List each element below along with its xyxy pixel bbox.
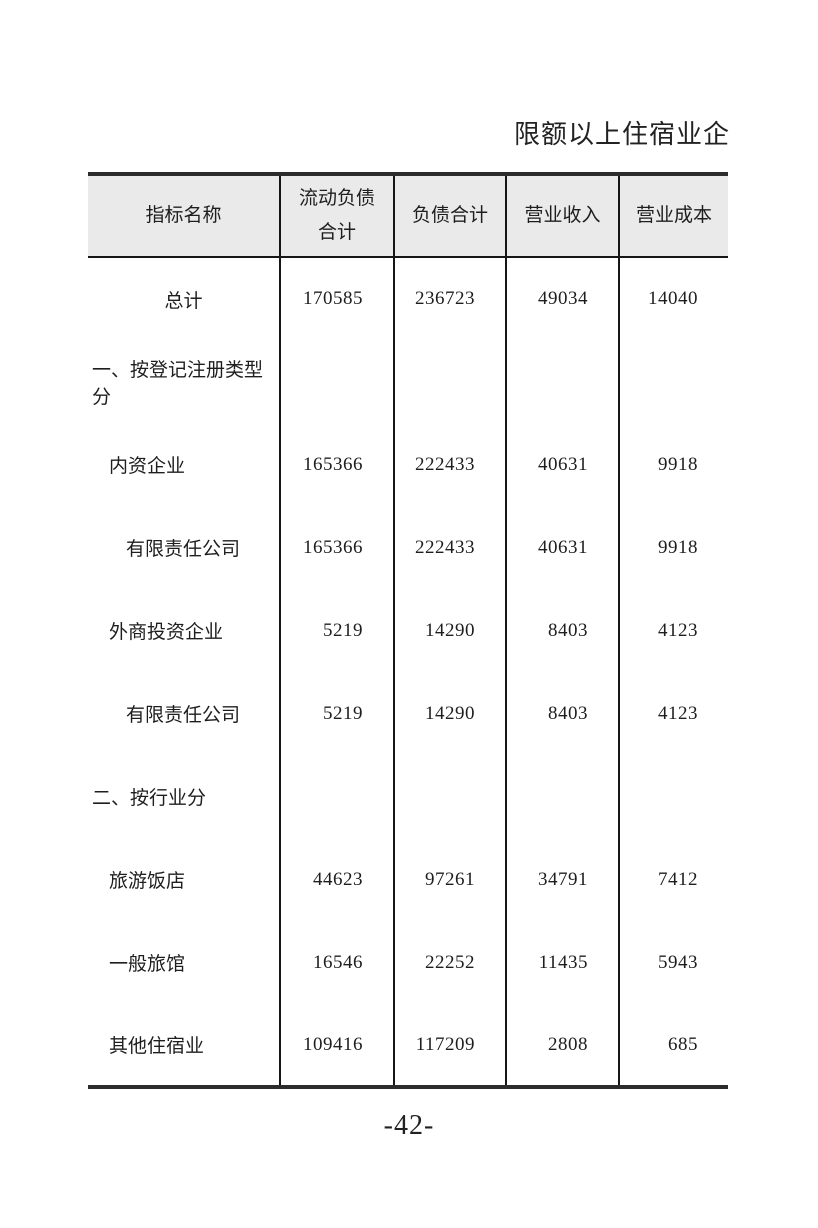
row-label: 外商投资企业 <box>109 622 224 643</box>
value-cell <box>505 755 619 838</box>
value-cell: 165366 <box>279 423 394 506</box>
row-label: 旅游饭店 <box>109 871 186 892</box>
value-cell: 4123 <box>618 672 728 755</box>
value-cell: 40631 <box>505 423 619 506</box>
value-cell: 11435 <box>505 921 619 1004</box>
value-cell: 34791 <box>505 838 619 921</box>
value-cell <box>393 340 506 423</box>
value-cell: 49034 <box>505 257 619 340</box>
value-cell <box>393 755 506 838</box>
value-cell: 2808 <box>505 1004 619 1087</box>
row-label: 一般旅馆 <box>109 954 186 975</box>
page-number: -42- <box>383 1110 435 1141</box>
value-cell: 9918 <box>618 506 728 589</box>
header-current-liabilities-total: 流动负债 合计 <box>279 174 394 258</box>
row-label: 总计 <box>164 290 203 312</box>
table-row-total: 总计 170585 236723 49034 14040 <box>88 257 728 340</box>
row-label: 一、按登记注册类型分 <box>92 359 264 408</box>
row-label: 有限责任公司 <box>126 539 241 560</box>
table-row-limited-liability-company-1: 有限责任公司 165366 222433 40631 9918 <box>88 506 728 589</box>
value-cell: 685 <box>618 1004 728 1087</box>
value-cell <box>618 755 728 838</box>
value-cell <box>505 340 619 423</box>
table-row-tourist-hotels: 旅游饭店 44623 97261 34791 7412 <box>88 838 728 921</box>
table-row-foreign-invested-enterprises: 外商投资企业 5219 14290 8403 4123 <box>88 589 728 672</box>
statistics-table: 指标名称 流动负债 合计 负债合计 营业收入 营业成本 总计 170585 23… <box>88 172 728 1089</box>
value-cell <box>618 340 728 423</box>
value-cell: 117209 <box>393 1004 506 1087</box>
value-cell: 5943 <box>618 921 728 1004</box>
value-cell: 14290 <box>393 672 506 755</box>
value-cell <box>279 340 394 423</box>
row-label: 二、按行业分 <box>92 788 207 809</box>
value-cell <box>279 755 394 838</box>
value-cell: 109416 <box>279 1004 394 1087</box>
row-label: 内资企业 <box>109 456 186 477</box>
table-row-section-industry: 二、按行业分 <box>88 755 728 838</box>
table-row-general-hotels: 一般旅馆 16546 22252 11435 5943 <box>88 921 728 1004</box>
header-operating-cost: 营业成本 <box>618 174 728 258</box>
value-cell: 222433 <box>393 506 506 589</box>
value-cell: 222433 <box>393 423 506 506</box>
header-liabilities-total: 负债合计 <box>393 174 506 258</box>
value-cell: 165366 <box>279 506 394 589</box>
table-row-section-registration-type: 一、按登记注册类型分 <box>88 340 728 423</box>
value-cell: 14040 <box>618 257 728 340</box>
value-cell: 5219 <box>279 589 394 672</box>
row-label: 其他住宿业 <box>109 1036 205 1057</box>
value-cell: 4123 <box>618 589 728 672</box>
row-label: 有限责任公司 <box>126 705 241 726</box>
header-operating-revenue: 营业收入 <box>505 174 619 258</box>
table-row-limited-liability-company-2: 有限责任公司 5219 14290 8403 4123 <box>88 672 728 755</box>
value-cell: 16546 <box>279 921 394 1004</box>
value-cell: 40631 <box>505 506 619 589</box>
value-cell: 8403 <box>505 672 619 755</box>
value-cell: 22252 <box>393 921 506 1004</box>
value-cell: 236723 <box>393 257 506 340</box>
value-cell: 97261 <box>393 838 506 921</box>
value-cell: 8403 <box>505 589 619 672</box>
header-indicator-name: 指标名称 <box>88 174 280 258</box>
value-cell: 5219 <box>279 672 394 755</box>
table-header-row: 指标名称 流动负债 合计 负债合计 营业收入 营业成本 <box>88 174 728 258</box>
page-title: 限额以上住宿业企 <box>513 120 730 149</box>
table-row-domestic-enterprises: 内资企业 165366 222433 40631 9918 <box>88 423 728 506</box>
value-cell: 170585 <box>279 257 394 340</box>
table-row-other-accommodation: 其他住宿业 109416 117209 2808 685 <box>88 1004 728 1087</box>
value-cell: 44623 <box>279 838 394 921</box>
value-cell: 9918 <box>618 423 728 506</box>
value-cell: 14290 <box>393 589 506 672</box>
value-cell: 7412 <box>618 838 728 921</box>
